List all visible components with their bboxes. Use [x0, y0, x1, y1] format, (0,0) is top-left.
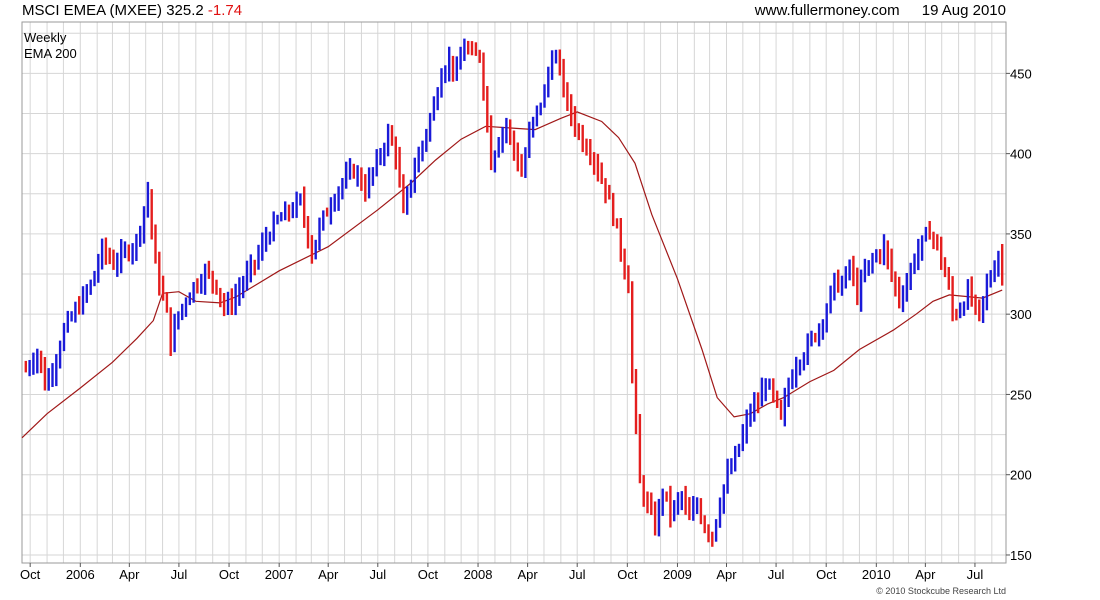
y-tick-label: 150	[1010, 548, 1032, 563]
chart-source: www.fullermoney.com 19 Aug 2010	[755, 2, 1006, 19]
x-tick-label: Apr	[716, 567, 737, 582]
plot-frame	[21, 21, 1007, 564]
x-tick-label: Jul	[171, 567, 188, 582]
x-tick-label: Jul	[768, 567, 785, 582]
x-tick-label: Jul	[569, 567, 586, 582]
legend-ema: EMA 200	[24, 46, 77, 61]
legend-weekly: Weekly	[24, 30, 67, 45]
x-tick-label: Apr	[518, 567, 539, 582]
x-tick-label: Oct	[20, 567, 41, 582]
y-tick-label: 400	[1010, 147, 1032, 162]
x-tick-label: Apr	[318, 567, 339, 582]
x-tick-label: 2006	[66, 567, 95, 582]
x-axis: Oct 2006 Apr Jul Oct 2007 Apr Jul Oct 2008 Apr Jul O…	[20, 563, 983, 582]
x-tick-label: Oct	[219, 567, 240, 582]
ema-200-line	[21, 111, 1003, 439]
x-tick-label: Apr	[915, 567, 936, 582]
chart-header: MSCI EMEA (MXEE) 325.2 -1.74 www.fullerm…	[0, 0, 1100, 22]
chart-date: 19 Aug 2010	[921, 2, 1006, 19]
grid	[22, 22, 1006, 563]
y-tick-label: 250	[1010, 387, 1032, 402]
index-name: MSCI EMEA (MXEE)	[22, 2, 163, 19]
y-tick-label: 350	[1010, 227, 1032, 242]
change-value: -1.74	[207, 2, 243, 19]
x-tick-label: 2010	[862, 567, 891, 582]
y-tick-label: 200	[1010, 468, 1032, 483]
y-tick-label: 450	[1010, 66, 1032, 81]
x-tick-label: Oct	[418, 567, 439, 582]
x-tick-label: 2009	[663, 567, 692, 582]
x-tick-label: 2007	[265, 567, 294, 582]
chart-title: MSCI EMEA (MXEE) 325.2 -1.74	[22, 2, 242, 19]
last-value: 325.2	[166, 2, 204, 19]
x-tick-label: Jul	[967, 567, 984, 582]
ema-series	[21, 111, 1003, 439]
source-site[interactable]: www.fullermoney.com	[754, 2, 900, 19]
x-tick-label: Jul	[369, 567, 386, 582]
x-tick-label: 2008	[464, 567, 493, 582]
copyright: © 2010 Stockcube Research Ltd	[876, 586, 1006, 596]
x-tick-label: Apr	[119, 567, 140, 582]
x-tick-label: Oct	[816, 567, 837, 582]
y-tick-label: 300	[1010, 307, 1032, 322]
candles	[24, 38, 1004, 547]
x-tick-label: Oct	[617, 567, 638, 582]
y-axis: 150 200 250 300 350 400 450	[1006, 66, 1032, 563]
